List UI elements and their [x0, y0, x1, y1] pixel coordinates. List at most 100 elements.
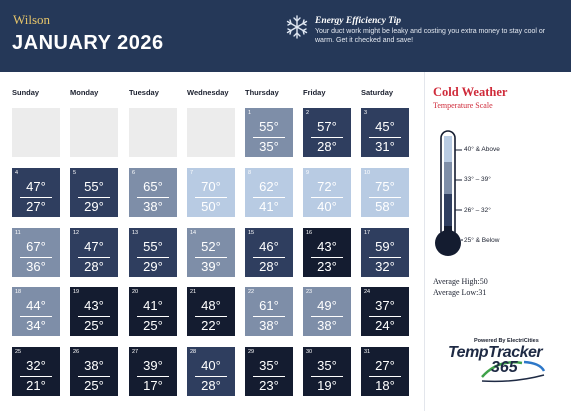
snowflake-icon [286, 15, 308, 39]
day-number: 29 [248, 349, 255, 355]
high-temp: 61° [259, 298, 279, 313]
day-header: Sunday [12, 88, 40, 97]
low-temp: 31° [375, 139, 395, 154]
low-temp: 58° [375, 199, 395, 214]
high-temp: 55° [84, 179, 104, 194]
temp-divider [253, 197, 285, 198]
legend-level-1: 40° & Above [464, 146, 500, 153]
high-temp: 32° [26, 358, 46, 373]
high-temp: 59° [375, 239, 395, 254]
temp-divider [253, 316, 285, 317]
day-header: Wednesday [187, 88, 229, 97]
day-number: 23 [306, 289, 313, 295]
day-number: 11 [15, 230, 21, 236]
day-number: 30 [306, 349, 313, 355]
powered-by: Powered By ElectriCities [474, 338, 539, 344]
day-number: 20 [132, 289, 139, 295]
average-high: Average High:50 [433, 277, 488, 286]
day-header: Thursday [245, 88, 279, 97]
low-temp: 34° [26, 318, 46, 333]
temp-divider [137, 197, 169, 198]
day-cell: 3 45° 31° [361, 108, 409, 157]
day-number: 24 [364, 289, 371, 295]
temp-divider [137, 316, 169, 317]
day-cell: 12 47° 28° [70, 228, 118, 277]
temp-divider [311, 316, 343, 317]
day-cell: 21 48° 22° [187, 287, 235, 336]
temp-divider [78, 376, 110, 377]
low-temp: 19° [317, 378, 337, 393]
day-cell: 17 59° 32° [361, 228, 409, 277]
high-temp: 39° [143, 358, 163, 373]
low-temp: 17° [143, 378, 163, 393]
day-number: 2 [306, 110, 310, 116]
high-temp: 35° [317, 358, 337, 373]
brand-number: 365 [491, 359, 518, 376]
low-temp: 50° [201, 199, 221, 214]
day-number: 9 [306, 170, 310, 176]
high-temp: 55° [259, 119, 279, 134]
low-temp: 39° [201, 259, 221, 274]
temp-divider [311, 137, 343, 138]
high-temp: 41° [143, 298, 163, 313]
high-temp: 43° [84, 298, 104, 313]
tip-body: Your duct work might be leaky and costin… [315, 28, 546, 44]
low-temp: 41° [259, 199, 279, 214]
day-cell: 28 40° 28° [187, 347, 235, 396]
temptracker-logo-icon [481, 360, 546, 383]
temp-divider [369, 257, 401, 258]
high-temp: 65° [143, 179, 163, 194]
high-temp: 48° [201, 298, 221, 313]
day-number: 31 [364, 349, 371, 355]
temp-divider [137, 257, 169, 258]
header-banner: Wilson JANUARY 2026 Energy Efficiency Ti… [0, 0, 571, 72]
day-number: 12 [73, 230, 80, 236]
low-temp: 27° [26, 199, 46, 214]
day-number: 6 [132, 170, 136, 176]
day-number: 25 [15, 349, 22, 355]
sidebar-divider [424, 72, 425, 411]
day-number: 19 [73, 289, 80, 295]
temp-divider [20, 197, 52, 198]
day-header: Saturday [361, 88, 394, 97]
thermo-level-1 [444, 136, 452, 162]
low-temp: 32° [375, 259, 395, 274]
day-cell: 30 35° 19° [303, 347, 351, 396]
day-cell: 16 43° 23° [303, 228, 351, 277]
day-number: 3 [364, 110, 368, 116]
temp-divider [20, 257, 52, 258]
day-cell: 22 61° 38° [245, 287, 293, 336]
day-number: 21 [190, 289, 197, 295]
high-temp: 45° [375, 119, 395, 134]
temp-divider [369, 316, 401, 317]
low-temp: 25° [84, 378, 104, 393]
day-cell: 9 72° 40° [303, 168, 351, 217]
low-temp: 35° [259, 139, 279, 154]
high-temp: 75° [375, 179, 395, 194]
temp-divider [369, 137, 401, 138]
high-temp: 49° [317, 298, 337, 313]
low-temp: 23° [317, 259, 337, 274]
high-temp: 52° [201, 239, 221, 254]
high-temp: 37° [375, 298, 395, 313]
day-cell: 26 38° 25° [70, 347, 118, 396]
month-title: JANUARY 2026 [12, 32, 164, 54]
high-temp: 47° [26, 179, 46, 194]
temp-divider [195, 316, 227, 317]
temp-divider [369, 197, 401, 198]
low-temp: 28° [317, 139, 337, 154]
day-cell: 24 37° 24° [361, 287, 409, 336]
high-temp: 62° [259, 179, 279, 194]
high-temp: 70° [201, 179, 221, 194]
legend-level-3: 26° – 32° [464, 207, 491, 214]
empty-day-cell [129, 108, 177, 157]
temp-divider [195, 376, 227, 377]
day-number: 26 [73, 349, 80, 355]
day-cell: 19 43° 25° [70, 287, 118, 336]
temp-divider [78, 257, 110, 258]
empty-day-cell [12, 108, 60, 157]
temp-divider [253, 257, 285, 258]
day-cell: 25 32° 21° [12, 347, 60, 396]
day-number: 10 [364, 170, 371, 176]
day-number: 17 [364, 230, 371, 236]
